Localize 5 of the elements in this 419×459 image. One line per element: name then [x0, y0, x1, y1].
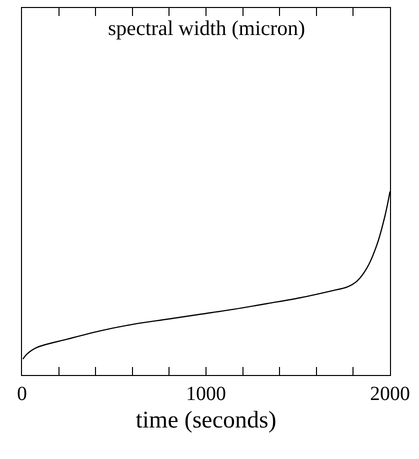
- x-tick-label: 1000: [186, 383, 226, 405]
- x-tick-label: 2000: [370, 383, 410, 405]
- chart-title: spectral width (micron): [108, 16, 306, 40]
- x-tick-label: 0: [17, 383, 27, 405]
- x-axis-title: time (seconds): [136, 407, 276, 434]
